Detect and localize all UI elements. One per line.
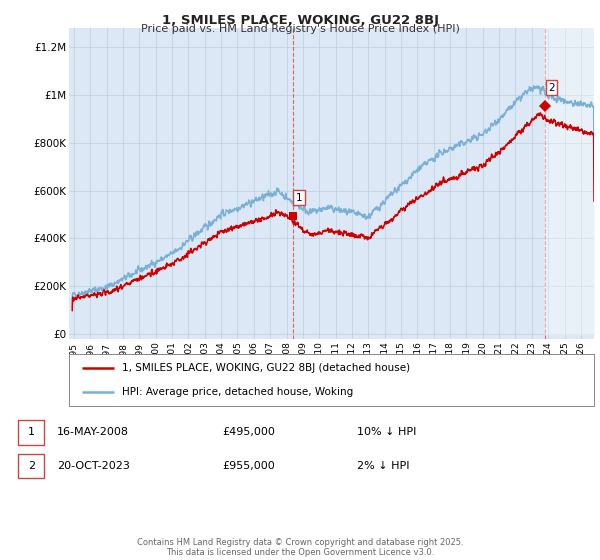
- Text: 2% ↓ HPI: 2% ↓ HPI: [357, 461, 409, 471]
- Text: 1, SMILES PLACE, WOKING, GU22 8BJ (detached house): 1, SMILES PLACE, WOKING, GU22 8BJ (detac…: [121, 363, 410, 374]
- Text: 16-MAY-2008: 16-MAY-2008: [57, 427, 129, 437]
- Text: 10% ↓ HPI: 10% ↓ HPI: [357, 427, 416, 437]
- Text: 20-OCT-2023: 20-OCT-2023: [57, 461, 130, 471]
- Text: 1: 1: [28, 427, 35, 437]
- Text: HPI: Average price, detached house, Woking: HPI: Average price, detached house, Woki…: [121, 387, 353, 397]
- Text: Price paid vs. HM Land Registry's House Price Index (HPI): Price paid vs. HM Land Registry's House …: [140, 24, 460, 34]
- Text: 1: 1: [296, 193, 302, 203]
- Text: £955,000: £955,000: [222, 461, 275, 471]
- Text: 2: 2: [548, 82, 555, 92]
- Text: 2: 2: [28, 461, 35, 471]
- Text: £495,000: £495,000: [222, 427, 275, 437]
- Text: Contains HM Land Registry data © Crown copyright and database right 2025.
This d: Contains HM Land Registry data © Crown c…: [137, 538, 463, 557]
- Text: 1, SMILES PLACE, WOKING, GU22 8BJ: 1, SMILES PLACE, WOKING, GU22 8BJ: [161, 14, 439, 27]
